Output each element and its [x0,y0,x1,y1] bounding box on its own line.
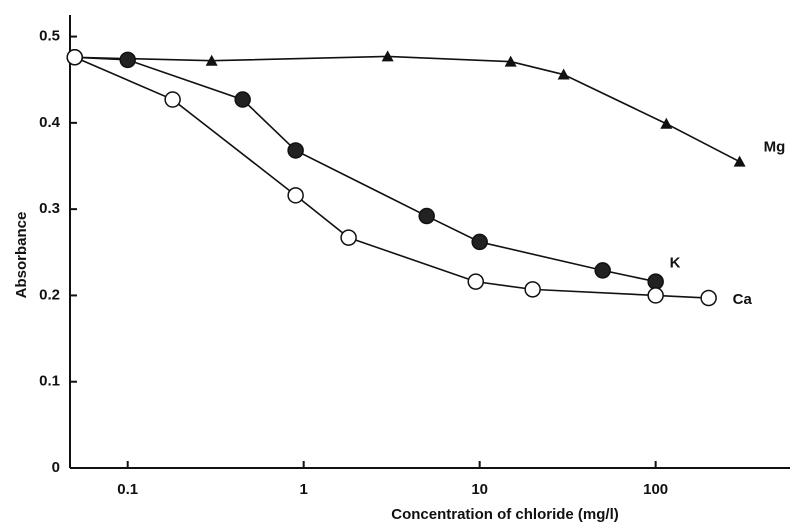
filled-circle-marker [287,142,304,159]
triangle-marker [381,50,394,62]
open-circle-marker [467,273,484,290]
filled-circle-marker [647,273,664,290]
filled-circle-marker [234,91,251,108]
y-tick-label: 0 [52,459,60,476]
x-tick-label: 10 [471,481,488,498]
open-circle-marker [66,49,83,66]
filled-circle-marker [119,51,136,69]
triangle-marker [205,54,218,66]
y-tick-label: 0.5 [39,28,60,45]
series-line [74,55,740,163]
y-axis-label: Absorbance [13,212,30,299]
y-tick-label: 0.1 [39,373,60,390]
triangle-marker [660,117,673,129]
x-axis-label: Concentration of chloride (mg/l) [391,506,619,523]
filled-circle-marker [471,233,488,251]
open-circle-marker [340,229,357,246]
series-label: Ca [733,291,753,308]
filled-circle-marker [418,207,435,225]
triangle-marker [557,68,570,80]
open-circle-marker [287,187,304,204]
filled-circle-marker [594,262,611,279]
series-label: Mg [764,139,786,156]
y-tick-label: 0.4 [39,114,61,131]
x-tick-label: 0.1 [117,481,138,498]
series-label: K [670,255,681,272]
series-line [74,56,656,283]
y-tick-label: 0.2 [39,286,60,303]
open-circle-marker [700,289,717,307]
x-tick-label: 100 [643,481,668,498]
open-circle-marker [647,287,664,304]
x-tick-label: 1 [300,481,308,498]
triangle-marker [504,55,517,67]
triangle-marker [733,155,746,167]
open-circle-marker [164,91,181,108]
y-tick-label: 0.3 [39,200,60,217]
open-circle-marker [524,281,541,298]
series-line [74,56,709,299]
